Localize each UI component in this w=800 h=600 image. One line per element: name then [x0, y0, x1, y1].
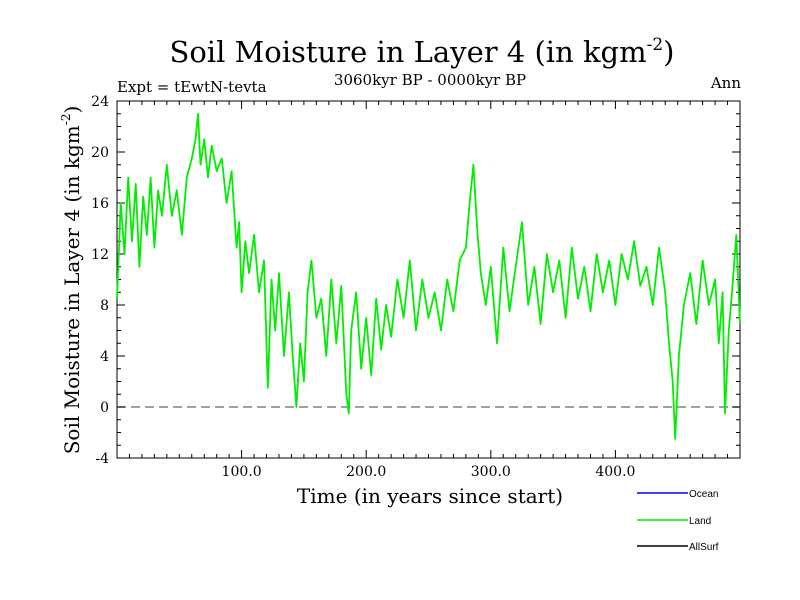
axis-ticks [116, 100, 741, 459]
legend-label-land: Land [689, 516, 711, 527]
y-axis-title: Soil Moisture in Layer 4 (in kgm-2) [59, 106, 84, 455]
x-tick-label: 200.0 [346, 464, 386, 480]
series-line-land [116, 112, 741, 440]
x-tick-label: 300.0 [471, 464, 511, 480]
season-label: Ann [710, 74, 741, 92]
y-tick-label: -4 [95, 451, 109, 467]
legend-label-allsurf: AllSurf [689, 542, 719, 553]
expt-label: Expt = tEwtN-tevta [117, 78, 267, 96]
y-tick-label: 12 [91, 247, 109, 263]
y-tick-label: 0 [100, 400, 109, 416]
x-tick-label: 400.0 [595, 464, 635, 480]
legend-label-ocean: Ocean [689, 489, 718, 500]
x-tick-labels: 100.0 200.0 300.0 400.0 [222, 464, 636, 480]
y-tick-label: 24 [91, 94, 109, 110]
y-tick-label: 8 [100, 298, 109, 314]
x-axis-title: Time (in years since start) [297, 484, 563, 508]
y-tick-labels: -4 0 4 8 12 16 20 24 [91, 94, 109, 467]
chart-subtitle: 3060kyr BP - 0000kyr BP [334, 71, 526, 89]
chart-legend: Ocean Land AllSurf [637, 489, 719, 553]
y-tick-label: 4 [100, 349, 109, 365]
chart-title: Soil Moisture in Layer 4 (in kgm-2) [169, 35, 674, 69]
x-tick-label: 100.0 [222, 464, 262, 480]
series-layer [116, 112, 741, 440]
y-tick-label: 20 [91, 145, 109, 161]
y-tick-label: 16 [91, 196, 109, 212]
